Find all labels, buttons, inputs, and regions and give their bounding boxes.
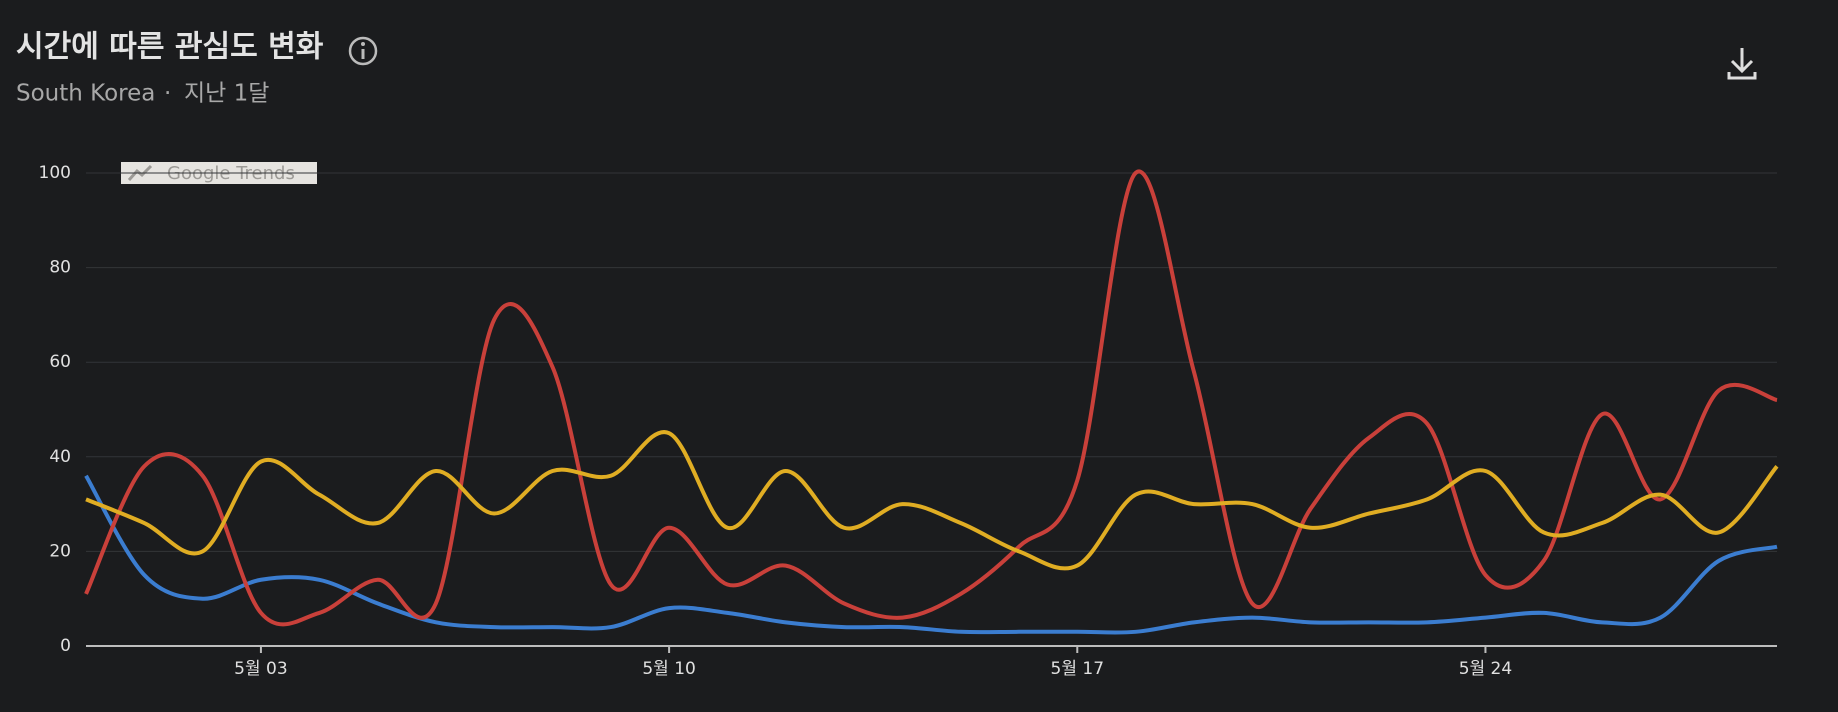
download-button[interactable] — [1727, 48, 1757, 80]
x-tick-label: 5월 24 — [1459, 659, 1513, 679]
subtitle-period: 지난 1달 — [184, 81, 269, 107]
chart-title: 시간에 따른 관심도 변화 — [16, 30, 324, 65]
y-tick-label: 100 — [39, 163, 71, 183]
y-tick-label: 40 — [49, 447, 71, 467]
y-tick-label: 20 — [49, 541, 71, 561]
subtitle-separator: · — [164, 81, 171, 107]
y-tick-label: 60 — [49, 352, 71, 372]
subtitle-region: South Korea — [16, 81, 155, 107]
data-line — [84, 474, 1778, 635]
y-tick-label: 80 — [49, 258, 71, 278]
data-line — [84, 169, 1778, 627]
x-tick-label: 5월 03 — [234, 659, 288, 679]
x-tick-label: 5월 17 — [1051, 659, 1105, 679]
y-tick-label: 0 — [60, 636, 71, 656]
x-tick-label: 5월 10 — [642, 659, 696, 679]
data-line — [85, 430, 1779, 571]
info-icon[interactable] — [348, 36, 378, 66]
